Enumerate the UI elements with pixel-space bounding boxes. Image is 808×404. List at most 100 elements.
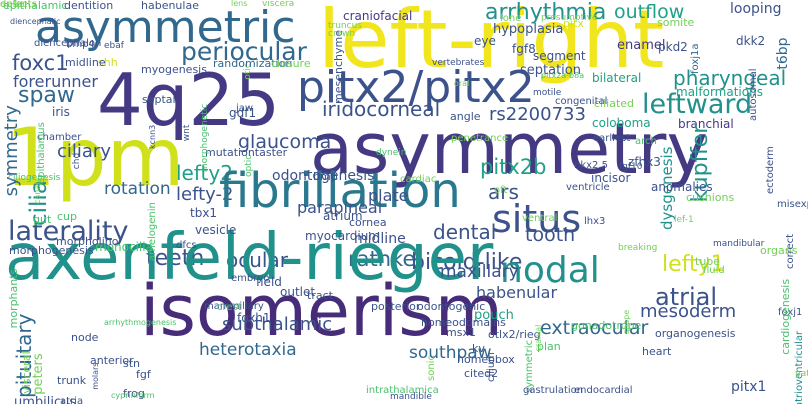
cloud-word: bicoid-like <box>411 250 523 275</box>
cloud-word: ep1c <box>0 0 25 10</box>
cloud-word: habenulae <box>141 0 199 12</box>
cloud-word: crest <box>217 302 242 313</box>
cloud-word: axenfeld-rieger <box>5 221 494 295</box>
cloud-word: pitx2/pitx2 <box>297 62 535 113</box>
cloud-word: canal <box>33 182 42 205</box>
cloud-word: vesicle <box>195 223 237 237</box>
cloud-word: closure <box>271 57 311 70</box>
cloud-word: nkx2.5 <box>574 160 608 171</box>
cloud-word: kv <box>472 342 485 355</box>
cloud-word: ventricle <box>566 182 610 193</box>
cloud-word: ebaf <box>104 41 124 51</box>
cloud-word: defects <box>0 0 37 10</box>
cloud-word: penetrance <box>451 133 509 144</box>
cloud-word: morphants <box>7 268 20 329</box>
cloud-word: extraocular <box>540 317 649 339</box>
cloud-word: mesoderm <box>640 301 737 322</box>
cloud-word: dfcs <box>176 240 197 251</box>
cloud-word: periocular <box>181 37 307 66</box>
cloud-word: anomalies <box>651 180 713 194</box>
cloud-word: incisor <box>591 171 631 185</box>
cloud-word: rs2200733 <box>489 104 586 125</box>
cloud-word: ciliary <box>57 141 111 162</box>
cloud-word: lone <box>500 13 522 24</box>
cloud-word: sonic <box>426 355 437 381</box>
cloud-word: coloboma <box>592 116 651 130</box>
cloud-word: amelogenin <box>147 202 158 261</box>
cloud-word: wnt <box>182 124 192 142</box>
cloud-word: bmp4 <box>66 39 95 50</box>
cloud-word: fgf <box>136 368 151 381</box>
cloud-word: southpaw <box>409 343 492 363</box>
cloud-word: somite <box>657 16 695 29</box>
cloud-word: umbilicus <box>14 395 77 404</box>
cloud-word: field <box>256 275 282 289</box>
cloud-word: fgf8 <box>512 42 536 56</box>
cloud-word: branchial <box>678 117 734 131</box>
cloud-word: mesenchyme <box>332 30 345 104</box>
cloud-word: congenital <box>555 96 608 107</box>
cloud-word: isomerism <box>140 270 503 352</box>
cloud-word: fibrillation <box>219 163 461 219</box>
cloud-word: pkd2 <box>658 40 688 54</box>
cloud-word: endocardial <box>574 385 633 396</box>
cloud-word: enamel <box>617 38 666 53</box>
cloud-word: chd <box>72 152 82 170</box>
cloud-word: cited2 <box>464 367 499 380</box>
cloud-word: foxc1 <box>12 51 69 75</box>
cloud-word: crown <box>328 29 356 39</box>
cloud-word: iris <box>52 105 70 119</box>
cloud-word: embryo <box>231 273 270 284</box>
cloud-word: cardiac <box>400 174 437 185</box>
cloud-word: gut <box>33 213 52 226</box>
cloud-word: midline <box>65 56 106 69</box>
cloud-word: misexpression <box>777 199 808 210</box>
cloud-word: patterning <box>795 369 808 379</box>
cloud-word: morphogenetic <box>200 103 210 173</box>
cloud-word: shape <box>622 309 631 334</box>
cloud-word: oral <box>454 79 470 88</box>
cloud-word: homeobox <box>457 353 515 366</box>
cloud-word: cardiogenesis <box>779 278 792 355</box>
cloud-word: cup <box>57 210 78 223</box>
cloud-word: malformations <box>676 85 763 99</box>
cloud-word: leftward <box>642 89 753 120</box>
cloud-word: maxillary <box>440 262 519 282</box>
cloud-word: septation <box>520 63 581 78</box>
cloud-word: randomization <box>213 57 293 70</box>
cloud-word: lens <box>231 0 248 8</box>
cloud-word: plate <box>368 186 409 205</box>
cloud-word: kcnn3 <box>148 124 157 149</box>
cloud-word: mutationtaster <box>205 146 288 159</box>
cloud-word: motile <box>533 88 562 98</box>
cloud-word: atrioventricular <box>794 330 805 404</box>
cloud-word: ventral <box>522 213 558 224</box>
cloud-word: chamber <box>37 132 82 143</box>
cloud-word: foxh1 <box>237 311 271 325</box>
cloud-word: spaw <box>18 83 75 108</box>
cloud-word: odontogenesis <box>272 168 375 184</box>
cloud-word: cilium <box>486 352 497 382</box>
cloud-word: myocardium <box>305 229 381 243</box>
cloud-word: cyprinform <box>111 391 155 400</box>
cloud-word: pharyngeal <box>673 66 787 90</box>
cloud-word: molars <box>91 362 100 390</box>
cloud-word: homeodomains <box>421 316 506 329</box>
cloud-word: cornea <box>349 216 387 229</box>
cloud-word: outflow <box>614 1 685 23</box>
cloud-word: morphogenesis <box>9 244 94 257</box>
cloud-word: septal <box>142 93 176 106</box>
cloud-word: gastrulation <box>523 385 584 396</box>
cloud-word: node <box>71 331 99 344</box>
cloud-word: ars <box>488 180 519 204</box>
cloud-word: jaw <box>236 103 254 114</box>
cloud-word: pitx2a-b8a <box>541 71 585 80</box>
cloud-word: teeth <box>146 246 205 271</box>
cloud-word: ocular <box>226 248 288 272</box>
cloud-word: 4q25 <box>97 58 281 142</box>
cloud-word: zfhx3 <box>628 155 661 169</box>
cloud-word: midline <box>354 231 406 247</box>
cloud-word: cushions <box>686 191 735 204</box>
cloud-word: arrhythmogenesis <box>104 318 177 327</box>
